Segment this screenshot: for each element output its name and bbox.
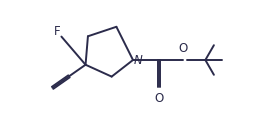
Text: F: F	[54, 25, 60, 38]
Text: N: N	[134, 54, 143, 67]
Text: O: O	[155, 92, 164, 105]
Text: O: O	[178, 42, 188, 55]
